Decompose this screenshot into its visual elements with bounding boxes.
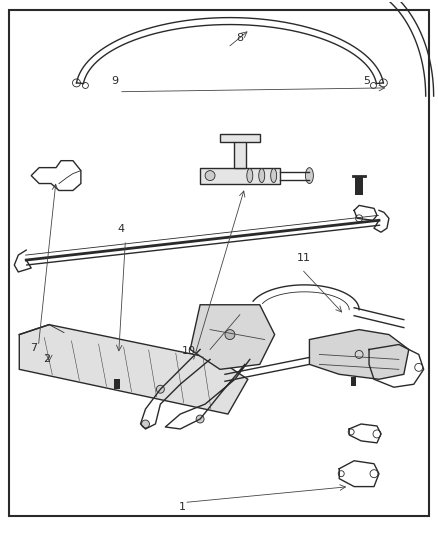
Text: 7: 7 (31, 343, 38, 353)
Ellipse shape (247, 168, 253, 182)
Circle shape (156, 385, 164, 393)
Text: 9: 9 (111, 76, 118, 86)
Bar (234, 141, 246, 168)
Bar (351, 377, 356, 386)
Bar (114, 379, 120, 389)
Circle shape (225, 329, 235, 340)
Polygon shape (19, 325, 248, 414)
Text: 4: 4 (117, 224, 125, 234)
Text: 2: 2 (43, 354, 51, 364)
Text: 5: 5 (364, 76, 371, 86)
Text: 1: 1 (179, 502, 186, 512)
Polygon shape (309, 329, 409, 379)
Ellipse shape (271, 168, 277, 182)
Bar (200, 168, 279, 183)
Circle shape (141, 420, 149, 428)
Ellipse shape (305, 168, 314, 183)
Text: 10: 10 (181, 346, 195, 356)
Ellipse shape (259, 168, 265, 182)
Text: 8: 8 (237, 33, 244, 43)
Bar (220, 134, 260, 142)
Polygon shape (190, 305, 275, 369)
Circle shape (205, 171, 215, 181)
Circle shape (196, 415, 204, 423)
Text: 11: 11 (297, 253, 311, 263)
Bar (355, 175, 363, 196)
